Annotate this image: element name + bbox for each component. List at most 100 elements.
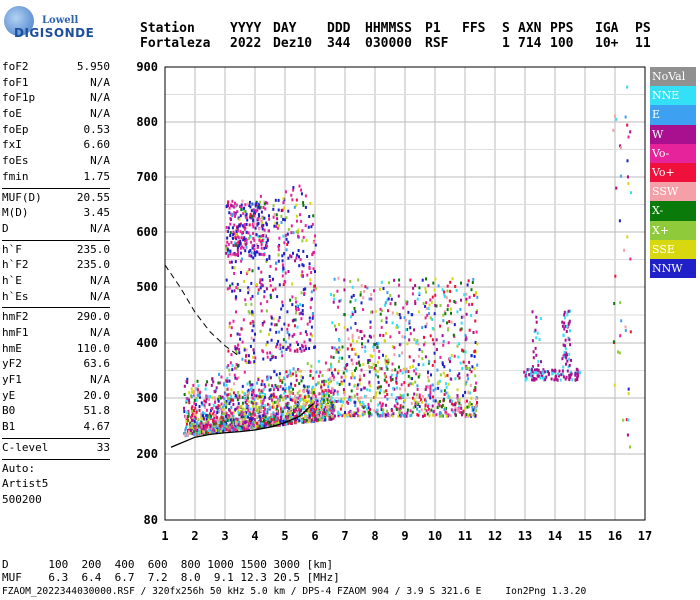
auto-line: Artist5 bbox=[2, 477, 49, 491]
echo-point bbox=[371, 354, 374, 358]
echo-point bbox=[376, 342, 379, 346]
echo-point bbox=[431, 317, 434, 321]
echo-point bbox=[311, 252, 314, 256]
echo-point bbox=[354, 298, 357, 302]
echo-point bbox=[293, 404, 295, 408]
echo-point bbox=[239, 222, 242, 226]
echo-point bbox=[298, 410, 301, 414]
echo-point bbox=[238, 217, 241, 221]
echo-point bbox=[409, 332, 412, 336]
echo-point bbox=[331, 404, 334, 408]
echo-point bbox=[277, 384, 280, 388]
echo-point bbox=[227, 393, 230, 397]
echo-point bbox=[353, 400, 356, 404]
echo-point bbox=[230, 426, 233, 429]
echo-point bbox=[232, 236, 234, 240]
echo-point bbox=[266, 201, 269, 205]
echo-point bbox=[233, 211, 236, 215]
echo-point bbox=[248, 254, 251, 258]
echo-point bbox=[242, 212, 245, 216]
echo-point bbox=[413, 369, 416, 373]
echo-point bbox=[456, 344, 459, 348]
echo-point bbox=[208, 403, 211, 407]
echo-point bbox=[380, 309, 383, 313]
echo-point bbox=[281, 304, 284, 308]
echo-point bbox=[223, 403, 226, 407]
param-row: foF2 5.950 bbox=[2, 60, 110, 76]
echo-point bbox=[387, 297, 390, 301]
echo-point bbox=[561, 324, 564, 328]
echo-point bbox=[246, 396, 249, 400]
echo-point bbox=[266, 408, 269, 411]
echo-point bbox=[357, 396, 360, 400]
echo-point bbox=[194, 416, 197, 420]
echo-point bbox=[377, 403, 380, 407]
echo-point bbox=[474, 319, 477, 323]
echo-point bbox=[287, 406, 290, 410]
echo-point bbox=[250, 385, 253, 389]
echo-point bbox=[280, 407, 282, 411]
echo-point bbox=[331, 387, 334, 391]
echo-point bbox=[263, 411, 266, 415]
echo-point bbox=[470, 396, 473, 400]
echo-point bbox=[289, 348, 292, 352]
echo-point bbox=[300, 349, 303, 353]
echo-point bbox=[310, 290, 313, 294]
echo-point bbox=[225, 226, 228, 229]
echo-point bbox=[253, 351, 255, 355]
echo-point bbox=[289, 398, 292, 402]
echo-point bbox=[263, 202, 266, 206]
echo-point bbox=[294, 421, 297, 425]
echo-point bbox=[462, 360, 465, 364]
echo-point bbox=[228, 325, 231, 329]
echo-point bbox=[248, 426, 251, 429]
echo-point bbox=[265, 258, 268, 262]
echo-point bbox=[370, 297, 373, 301]
echo-point bbox=[197, 418, 200, 422]
echo-point bbox=[283, 252, 286, 256]
echo-point bbox=[290, 231, 293, 235]
header-value-7: 1 bbox=[502, 36, 510, 51]
echo-point bbox=[474, 414, 477, 418]
echo-point bbox=[464, 390, 467, 394]
echo-point bbox=[434, 304, 437, 307]
echo-point bbox=[425, 277, 427, 281]
echo-point bbox=[219, 424, 222, 428]
echo-point bbox=[218, 410, 220, 414]
echo-point bbox=[554, 375, 557, 379]
echo-point bbox=[272, 203, 275, 207]
echo-point bbox=[275, 421, 278, 425]
x-tick-label: 11 bbox=[458, 529, 472, 543]
echo-point bbox=[263, 200, 266, 204]
echo-point bbox=[456, 396, 459, 400]
echo-point bbox=[217, 419, 220, 423]
echo-point bbox=[296, 404, 299, 408]
echo-point bbox=[189, 424, 192, 428]
echo-point bbox=[289, 371, 292, 375]
echo-point bbox=[225, 383, 228, 387]
echo-point bbox=[273, 370, 276, 374]
echo-point bbox=[253, 360, 256, 364]
echo-point bbox=[250, 417, 253, 421]
echo-point bbox=[212, 380, 215, 384]
echo-point bbox=[565, 356, 568, 360]
echo-point bbox=[286, 243, 289, 246]
echo-point bbox=[281, 254, 284, 258]
echo-point bbox=[228, 373, 231, 376]
echo-point bbox=[384, 339, 386, 343]
echo-point bbox=[300, 291, 303, 295]
echo-point bbox=[385, 413, 387, 417]
logo-line1: Lowell bbox=[42, 15, 79, 26]
echo-point bbox=[302, 235, 305, 239]
echo-point bbox=[260, 404, 263, 408]
echo-point bbox=[566, 324, 568, 328]
echo-point bbox=[346, 347, 349, 351]
y-tick-label: 200 bbox=[136, 447, 158, 461]
echo-point bbox=[315, 405, 318, 408]
echo-point bbox=[287, 422, 290, 426]
echo-point bbox=[453, 300, 456, 303]
echo-point bbox=[298, 264, 301, 268]
echo-point bbox=[287, 323, 290, 327]
echo-point bbox=[563, 313, 566, 317]
echo-point bbox=[568, 352, 571, 356]
